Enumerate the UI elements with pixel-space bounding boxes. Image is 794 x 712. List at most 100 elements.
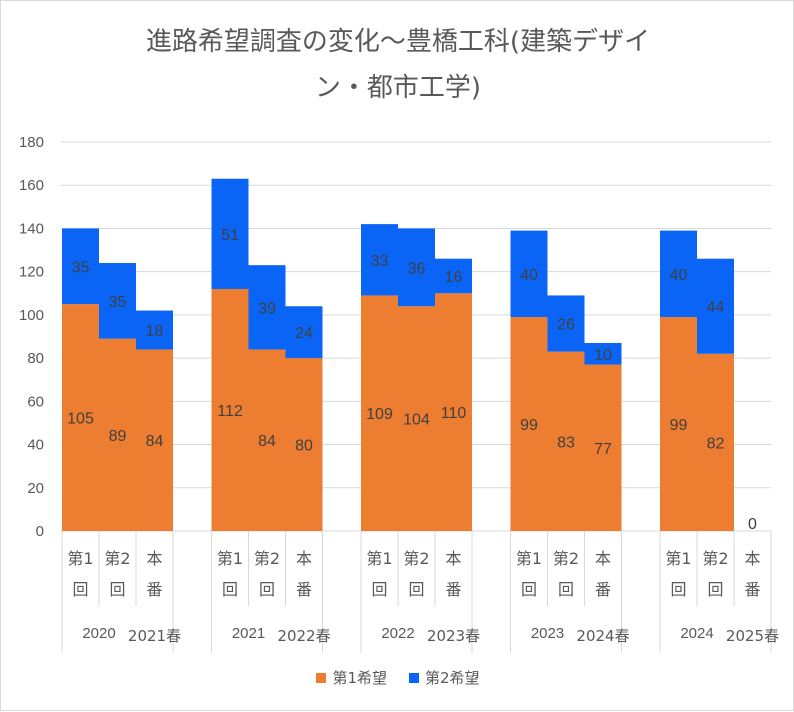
data-label-first: 80 (295, 438, 313, 455)
data-label-second: 40 (670, 267, 688, 284)
bar-second-choice (99, 263, 136, 339)
x-category-label-line1: 本 (744, 549, 760, 568)
data-label-first: 104 (403, 412, 430, 429)
data-label-second: 40 (520, 267, 538, 284)
x-category-label-line1: 第1 (217, 549, 243, 568)
data-label-second: 16 (445, 269, 463, 286)
data-label-second: 35 (72, 259, 90, 276)
bar-second-choice (62, 228, 99, 305)
data-label-first: 105 (67, 411, 94, 428)
data-label-second: 44 (707, 299, 725, 316)
x-category-label-line1: 本 (296, 549, 312, 568)
data-label-first: 112 (217, 403, 243, 420)
x-group-label-year: 2024 (680, 625, 713, 642)
data-label-first: 99 (520, 417, 538, 434)
y-tick-label: 140 (19, 220, 44, 237)
bar-second-choice (248, 265, 286, 350)
x-group-label-year: 2023 (531, 625, 564, 642)
data-label-second: 33 (371, 253, 389, 270)
data-label-second: 18 (146, 323, 164, 340)
x-category-label-line2: 回 (222, 580, 238, 599)
x-category-label-line2: 回 (72, 580, 88, 599)
x-category-label-line2: 回 (707, 580, 723, 599)
y-tick-label: 0 (36, 523, 44, 540)
bar-first-choice (435, 293, 472, 531)
data-label-first: 77 (594, 441, 612, 458)
data-label-second: 36 (408, 260, 426, 277)
x-category-label-line2: 番 (595, 580, 611, 599)
x-category-label-line1: 第2 (254, 549, 280, 568)
x-category-label-line2: 回 (558, 580, 574, 599)
data-label-first: 99 (670, 417, 688, 434)
bar-first-choice (62, 304, 99, 531)
bar-second-choice (660, 230, 697, 318)
x-group-label-year: 2021 (232, 625, 265, 642)
x-category-label-line2: 回 (259, 580, 275, 599)
bar-second-choice (547, 295, 585, 352)
x-group-label-season: 2023春 (427, 627, 480, 645)
x-category-label-line1: 第2 (553, 549, 579, 568)
bar-second-choice (584, 342, 622, 365)
x-category-label-line1: 本 (146, 549, 162, 568)
bar-first-choice (248, 349, 286, 531)
data-label-first: 89 (109, 428, 127, 445)
y-tick-label: 180 (19, 134, 44, 151)
bar-second-choice (697, 258, 734, 354)
data-label-first: 84 (146, 433, 164, 450)
bar-first-choice (361, 295, 398, 531)
bar-second-choice (361, 224, 398, 296)
data-label-first: 83 (557, 434, 575, 451)
bar-second-choice (435, 258, 472, 294)
x-category-label-line2: 回 (408, 580, 424, 599)
data-label-second: 51 (221, 227, 239, 244)
y-tick-label: 80 (27, 350, 44, 367)
x-category-label-line2: 番 (296, 580, 312, 599)
x-category-label-line1: 第1 (516, 549, 542, 568)
legend-item-second: 第2希望 (409, 667, 480, 688)
y-tick-label: 160 (19, 177, 44, 194)
data-label-first: 84 (258, 433, 276, 450)
bar-second-choice (211, 178, 249, 289)
x-category-label-line1: 本 (595, 549, 611, 568)
x-category-label-line1: 第1 (366, 549, 392, 568)
x-category-label-line2: 回 (109, 580, 125, 599)
data-label-second: 26 (557, 317, 575, 334)
legend-label-first: 第1希望 (332, 669, 387, 687)
x-category-label-line1: 第1 (67, 549, 93, 568)
bar-first-choice (211, 288, 249, 531)
y-tick-label: 40 (27, 437, 44, 454)
legend: 第1希望 第2希望 (1, 667, 794, 688)
bar-first-choice (584, 364, 622, 531)
x-group-label-season: 2025春 (726, 627, 779, 645)
legend-item-first: 第1希望 (316, 667, 387, 688)
y-tick-label: 60 (27, 393, 44, 410)
x-group-label-year: 2020 (82, 625, 115, 642)
data-label-second: 39 (258, 300, 276, 317)
x-category-label-line2: 回 (521, 580, 537, 599)
bar-second-choice (510, 230, 548, 318)
x-category-label-line1: 第2 (702, 549, 728, 568)
data-label-second: 24 (295, 325, 313, 342)
x-category-label-line1: 第2 (104, 549, 130, 568)
x-group-label-year: 2022 (381, 625, 414, 642)
legend-swatch-first (316, 672, 327, 683)
bar-first-choice (660, 317, 697, 531)
data-label-first: 82 (707, 435, 725, 452)
x-category-label-line2: 番 (445, 580, 461, 599)
bar-first-choice (697, 353, 734, 531)
bar-first-choice (510, 317, 548, 531)
bar-first-choice (285, 358, 323, 531)
bar-first-choice (99, 338, 136, 531)
y-tick-label: 120 (19, 264, 44, 281)
x-group-label-season: 2024春 (576, 627, 629, 645)
chart-title-line1: 進路希望調査の変化～豊橋工科(建築デザイ (145, 27, 651, 57)
x-category-label-line1: 本 (445, 549, 461, 568)
legend-label-second: 第2希望 (425, 669, 480, 687)
y-tick-label: 100 (19, 307, 44, 324)
x-category-label-line2: 番 (744, 580, 760, 599)
x-category-label-line2: 回 (670, 580, 686, 599)
x-category-label-line2: 回 (371, 580, 387, 599)
x-group-label-season: 2021春 (128, 627, 181, 645)
